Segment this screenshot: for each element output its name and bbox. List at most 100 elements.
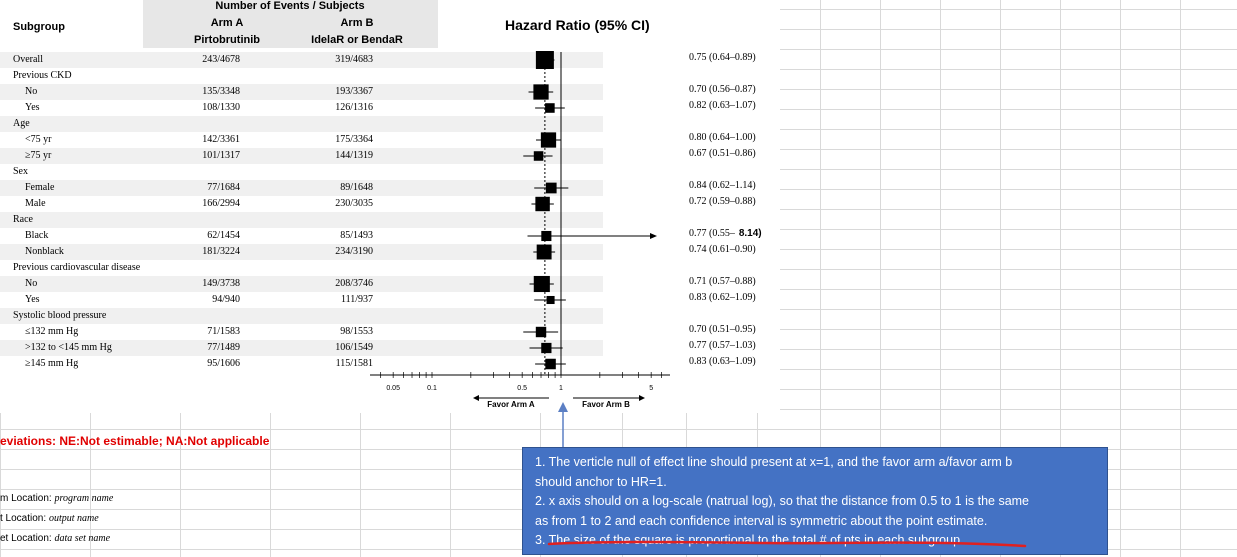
subgroup-label: Yes [25, 102, 40, 113]
arm-b-events: 106/1549 [335, 342, 373, 353]
dataset-location: et Location: data set name [0, 533, 110, 544]
x-tick-label: 0.1 [427, 385, 437, 392]
arm-a-drug: Pirtobrutinib [194, 34, 260, 46]
row-band [0, 84, 603, 100]
subgroup-label: Previous cardiovascular disease [13, 262, 141, 273]
arm-a-events: 95/1606 [207, 358, 240, 369]
arm-b-events: 85/1493 [340, 230, 373, 241]
favor-arm-a-arrowhead [473, 395, 479, 401]
row-band [0, 212, 603, 228]
hazard-ratio-square [535, 51, 554, 69]
hazard-ratio-square [536, 244, 552, 260]
hazard-ratio-square [545, 182, 557, 194]
hazard-ratio-square [533, 275, 550, 293]
subgroup-label: Sex [13, 166, 28, 177]
hazard-ratio-ci: 0.77 (0.55– 8.14) [689, 228, 762, 239]
output-location: t Location: output name [0, 513, 99, 524]
arm-a-events: 71/1583 [207, 326, 240, 337]
hazard-ratio-square [535, 326, 547, 338]
callout-pointer [558, 402, 568, 447]
arm-a-events: 101/1317 [202, 150, 240, 161]
subgroup-label: <75 yr [25, 134, 52, 145]
note-line-2: should anchor to HR=1. [535, 474, 667, 489]
favor-arm-b-label: Favor Arm B [582, 400, 630, 409]
arm-b-events: 319/4683 [335, 54, 373, 65]
arm-a-header: Arm A [210, 17, 244, 29]
subgroup-label: ≥145 mm Hg [25, 358, 79, 369]
hazard-ratio-title: Hazard Ratio (95% CI) [505, 17, 650, 33]
hazard-ratio-square [533, 151, 544, 161]
row-band [0, 244, 603, 260]
hazard-ratio-ci: 0.77 (0.57–1.03) [689, 340, 756, 351]
x-tick-label: 1 [559, 385, 563, 392]
hazard-ratio-ci: 0.83 (0.62–1.09) [689, 292, 756, 303]
subgroup-label: Black [25, 230, 49, 241]
arm-a-events: 108/1330 [202, 102, 240, 113]
subgroup-label: Male [25, 198, 46, 209]
red-underline [547, 540, 1027, 548]
subgroup-label: Age [13, 118, 30, 129]
hazard-ratio-ci: 0.71 (0.57–0.88) [689, 276, 756, 287]
arm-a-events: 166/2994 [202, 198, 240, 209]
hazard-ratio-square [545, 103, 555, 113]
hazard-ratio-square [546, 295, 555, 305]
annotation-note-box[interactable]: 1. The verticle null of effect line shou… [522, 447, 1108, 555]
program-location-label: m Location: [0, 493, 52, 504]
hazard-ratio-square [545, 358, 556, 370]
hazard-ratio-ci: 0.72 (0.59–0.88) [689, 196, 756, 207]
subgroup-label: Female [25, 182, 55, 193]
row-band [0, 180, 603, 196]
arm-b-events: 98/1553 [340, 326, 373, 337]
output-location-label: t Location: [0, 513, 47, 524]
arm-a-events: 142/3361 [202, 134, 240, 145]
hazard-ratio-square [540, 132, 557, 148]
subgroup-label: Previous CKD [13, 70, 72, 81]
arm-a-events: 135/3348 [202, 86, 240, 97]
note-line-1: 1. The verticle null of effect line shou… [535, 455, 1013, 469]
hazard-ratio-ci: 0.80 (0.64–1.00) [689, 132, 756, 143]
subgroup-label: ≥75 yr [25, 150, 52, 161]
dataset-location-value: data set name [54, 533, 111, 544]
hazard-ratio-square [541, 342, 552, 354]
number-of-events-title: Number of Events / Subjects [215, 0, 365, 12]
hazard-ratio-ci: 0.67 (0.51–0.86) [689, 148, 756, 159]
subgroup-label: Overall [13, 54, 43, 65]
hazard-ratio-ci: 0.75 (0.64–0.89) [689, 52, 756, 63]
row-band [0, 116, 603, 132]
note-line-4: as from 1 to 2 and each confidence inter… [535, 513, 988, 528]
forest-plot-figure: Number of Events / Subjects Subgroup Arm… [0, 0, 780, 413]
row-band [0, 148, 603, 164]
arm-b-header: Arm B [340, 17, 374, 29]
hazard-ratio-square [541, 230, 552, 242]
subgroup-label: ≤132 mm Hg [25, 326, 79, 337]
arm-a-events: 77/1489 [207, 342, 240, 353]
dataset-location-label: et Location: [0, 533, 52, 544]
subgroup-label: >132 to <145 mm Hg [25, 342, 112, 353]
arm-b-events: 208/3746 [335, 278, 373, 289]
arm-a-events: 149/3738 [202, 278, 240, 289]
row-band [0, 308, 603, 324]
subgroup-label: No [25, 278, 38, 289]
arm-b-drug: IdelaR or BendaR [311, 34, 403, 46]
row-band [0, 340, 603, 356]
arm-b-events: 175/3364 [335, 134, 373, 145]
arm-b-events: 111/937 [340, 294, 373, 305]
output-location-value: output name [48, 513, 99, 524]
x-tick-label: 5 [649, 385, 653, 392]
arm-a-events: 181/3224 [202, 246, 240, 257]
arm-a-events: 243/4678 [202, 54, 240, 65]
forest-plot-svg: 0.05 0.1 0.5 1 5 Favor Arm A Favor Arm B [370, 51, 670, 409]
arm-b-events: 234/3190 [335, 246, 373, 257]
arm-b-events: 126/1316 [335, 102, 373, 113]
note-line-3: 2. x axis should on a log-scale (natrual… [535, 494, 1030, 509]
arm-a-events: 77/1684 [207, 182, 240, 193]
abbreviations-note: eviations: NE:Not estimable; NA:Not appl… [0, 434, 270, 448]
subgroup-label: Yes [25, 294, 40, 305]
ci-overflow-arrow [650, 233, 657, 239]
hazard-ratio-square [533, 84, 549, 100]
program-location: m Location: program name [0, 493, 113, 504]
hazard-ratio-ci: 0.82 (0.63–1.07) [689, 100, 756, 111]
arm-a-events: 62/1454 [207, 230, 240, 241]
program-location-value: program name [54, 493, 114, 504]
subgroup-label: Race [13, 214, 33, 225]
